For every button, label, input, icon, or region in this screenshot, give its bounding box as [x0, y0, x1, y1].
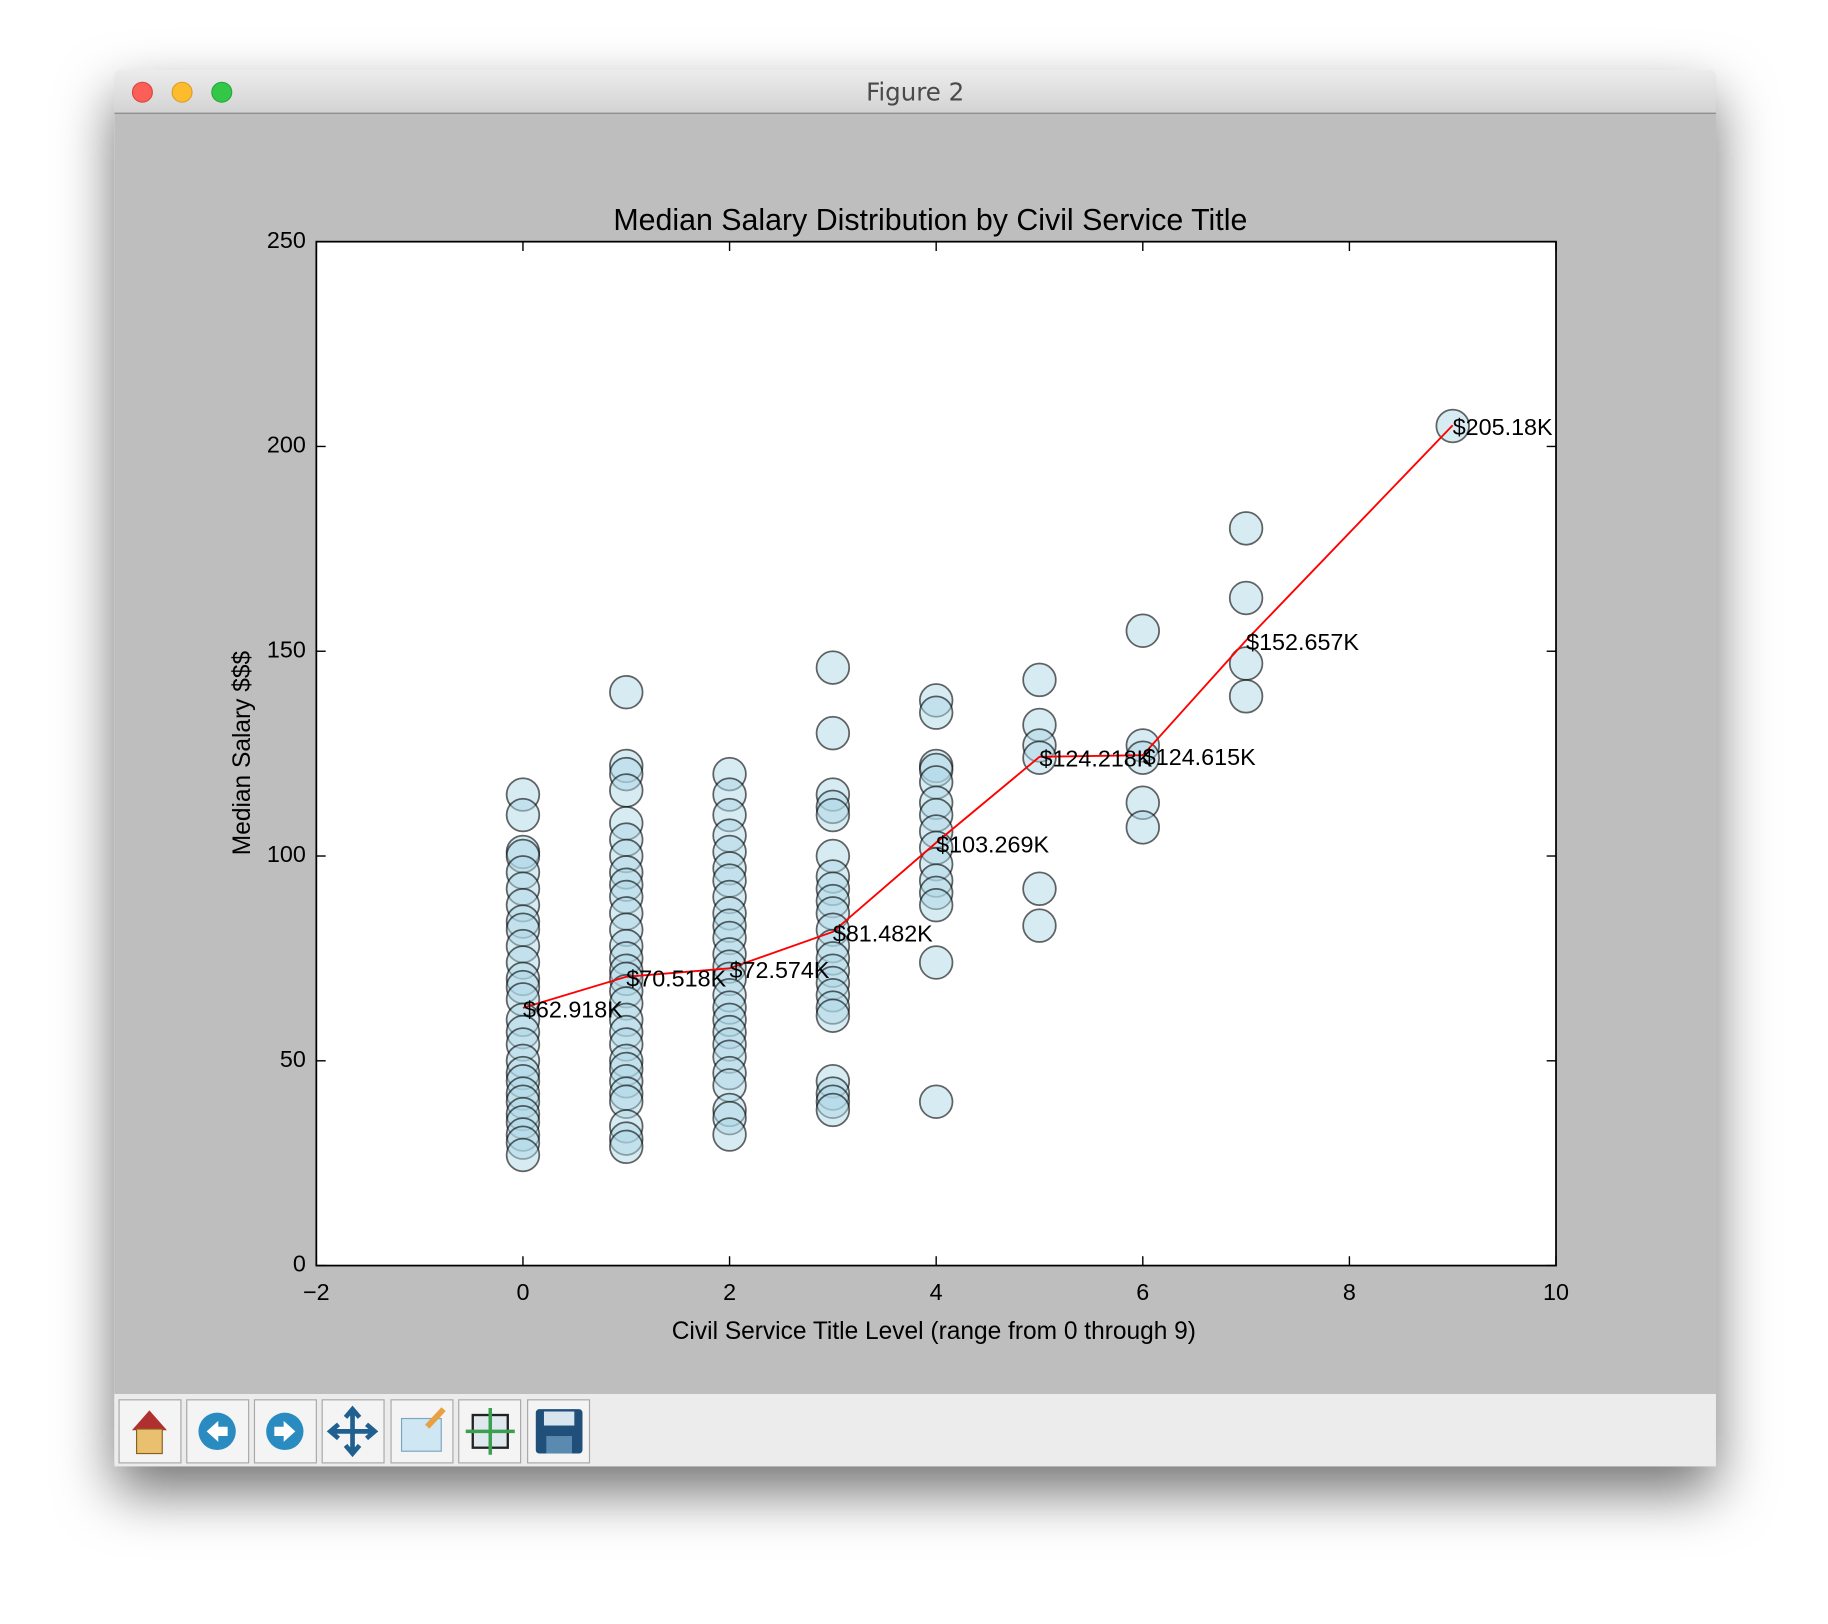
- x-tick-label: 6: [1136, 1279, 1149, 1305]
- toolbar-buttons: [118, 1399, 591, 1464]
- data-label: $72.574K: [730, 957, 830, 983]
- scatter-point: [815, 715, 851, 751]
- scatter-point: [505, 1137, 541, 1173]
- forward-arrow: [274, 1420, 296, 1442]
- scatter-point: [1022, 908, 1057, 943]
- minimize-button[interactable]: [171, 81, 193, 103]
- close-button[interactable]: [131, 81, 153, 103]
- scatter-point: [918, 1084, 954, 1119]
- x-tick-label: 2: [723, 1279, 736, 1305]
- x-axis-label: Civil Service Title Level (range from 0 …: [672, 1318, 1196, 1345]
- chart: Median Salary Distribution by Civil Serv…: [229, 204, 1569, 1345]
- home-icon-body: [135, 1428, 163, 1455]
- data-label: $205.18K: [1453, 414, 1553, 440]
- scatter-point: [918, 887, 954, 923]
- zoom-rect-icon: [400, 1417, 442, 1452]
- window-title: Figure 2: [866, 77, 964, 106]
- median-line: [522, 424, 1454, 1009]
- scatter-point: [815, 998, 851, 1033]
- scatter-point: [609, 773, 644, 808]
- scatter-point: [1228, 580, 1264, 616]
- scatter-point: [815, 797, 851, 833]
- data-label: $62.918K: [523, 997, 623, 1023]
- scatter-point: [609, 1129, 644, 1165]
- scatter-point: [918, 695, 954, 730]
- chart-title: Median Salary Distribution by Civil Serv…: [613, 204, 1247, 237]
- scatter-point: [1125, 810, 1161, 845]
- x-tick-label: −2: [303, 1279, 330, 1305]
- home-icon: [131, 1410, 167, 1431]
- x-tick-label: 4: [930, 1279, 943, 1305]
- y-tick-label: 0: [293, 1251, 306, 1277]
- x-tick-label: 0: [516, 1279, 529, 1305]
- y-tick-label: 50: [280, 1046, 306, 1072]
- data-label: $81.482K: [833, 921, 933, 947]
- scatter-point: [712, 1117, 747, 1152]
- y-tick-label: 200: [267, 432, 306, 458]
- data-marks: $62.918K$70.518K $72.574K$81.482K $103.269…: [505, 408, 1553, 1173]
- data-label: $124.218K: [1039, 746, 1152, 772]
- pan-icon: [326, 1405, 379, 1458]
- data-label: $124.615K: [1143, 744, 1256, 770]
- data-label: $70.518K: [626, 965, 726, 991]
- scatter-point: [609, 674, 644, 710]
- x-tick-label: 10: [1543, 1279, 1569, 1305]
- scatter-point: [815, 650, 851, 685]
- scatter-point: [1228, 511, 1264, 546]
- y-axis-label: Median Salary $$$: [229, 651, 256, 856]
- data-label: $152.657K: [1246, 629, 1359, 655]
- back-arrow: [206, 1420, 228, 1442]
- title-bar: [114, 70, 1716, 114]
- scatter-point: [1228, 679, 1264, 714]
- scatter-point: [1125, 613, 1161, 648]
- subplots-arrows: [465, 1408, 515, 1455]
- y-tick-label: 150: [267, 636, 306, 662]
- y-tick-label: 100: [267, 841, 306, 867]
- scatter-point: [815, 1092, 851, 1128]
- scatter-point: [1022, 662, 1057, 698]
- scatter-point: [505, 797, 541, 833]
- x-tick-label: 8: [1343, 1279, 1356, 1305]
- y-tick-label: 250: [267, 227, 306, 253]
- save-icon-shutter: [546, 1436, 572, 1454]
- zoom-button[interactable]: [211, 81, 233, 103]
- save-icon-label: [543, 1411, 575, 1426]
- scatter-point: [918, 945, 954, 980]
- data-label: $103.269K: [936, 831, 1049, 857]
- zoom-rect-pencil: [425, 1407, 446, 1429]
- scatter-point: [1022, 871, 1057, 907]
- scatter-point: [1125, 740, 1161, 775]
